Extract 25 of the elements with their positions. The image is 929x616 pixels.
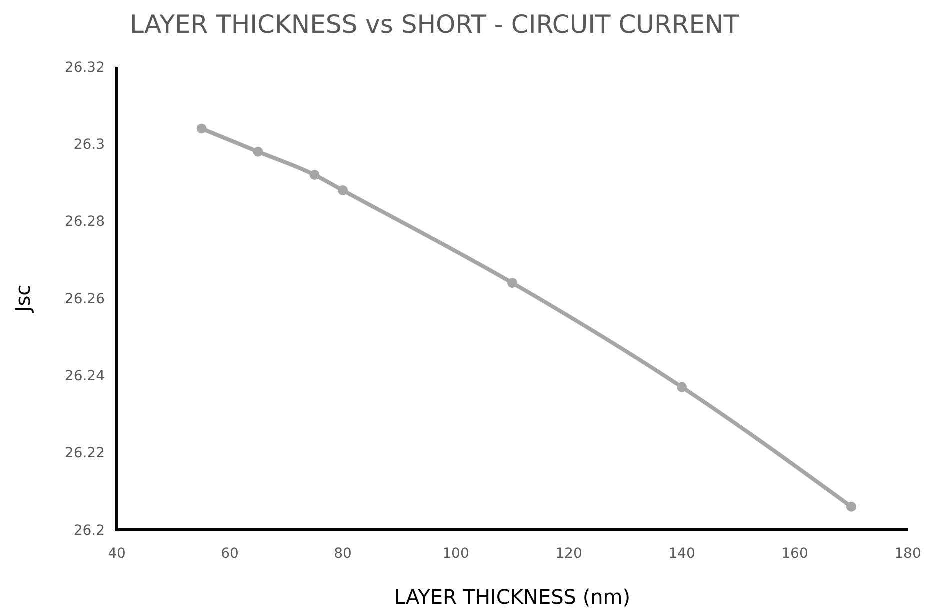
point bbox=[677, 382, 687, 392]
chart-title: LAYER THICKNESS vs SHORT - CIRCUIT CURRENT bbox=[130, 10, 740, 39]
y-tick-label: 26.24 bbox=[64, 368, 106, 385]
y-tick-label: 26.26 bbox=[64, 291, 106, 308]
x-tick-label: 180 bbox=[894, 546, 922, 562]
point bbox=[310, 170, 320, 180]
x-tick-label: 120 bbox=[556, 546, 582, 562]
point bbox=[253, 146, 264, 157]
point bbox=[846, 502, 856, 512]
point bbox=[508, 278, 518, 288]
point bbox=[196, 124, 207, 134]
x-tick-label: 160 bbox=[782, 546, 808, 562]
y-tick-label: 26.2 bbox=[74, 522, 105, 539]
x-axis-title: LAYER THICKNESS (nm) bbox=[394, 585, 631, 609]
x-tick-label: 60 bbox=[221, 546, 239, 562]
x-tick-label: 100 bbox=[442, 546, 470, 562]
point bbox=[338, 185, 348, 196]
x-tick-label: 140 bbox=[668, 546, 696, 562]
y-tick-label: 26.22 bbox=[64, 446, 105, 462]
y-tick-label: 26.32 bbox=[64, 60, 105, 76]
y-axis-title: Jsc bbox=[11, 284, 35, 314]
x-tick-label: 80 bbox=[334, 546, 352, 562]
y-tick-label: 26.28 bbox=[64, 214, 105, 230]
x-tick-label: 40 bbox=[108, 546, 126, 562]
y-tick-label: 26.3 bbox=[74, 137, 105, 154]
